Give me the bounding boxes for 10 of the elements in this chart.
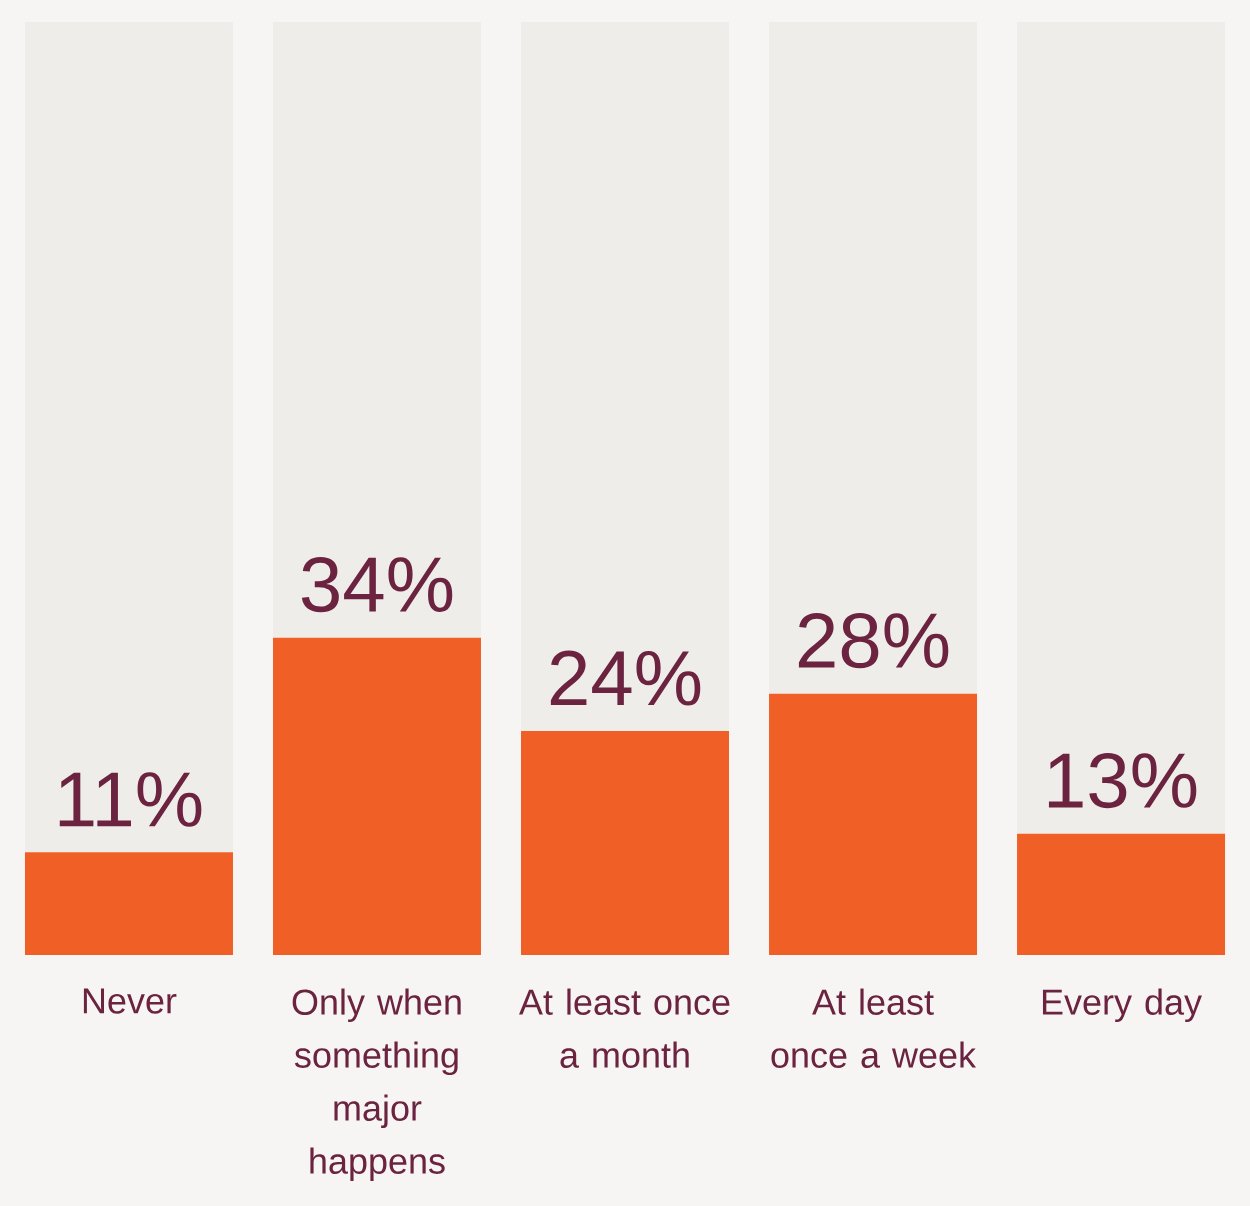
x-tick-label: Only when something major happens — [292, 988, 461, 1182]
x-tick-label: Never — [83, 988, 177, 1014]
data-label: 34% — [301, 557, 453, 613]
data-label: 13% — [1048, 752, 1197, 809]
x-tick-label: At least once a month — [519, 988, 730, 1068]
data-label: 28% — [798, 613, 949, 669]
x-tick-label: At least once a week — [771, 988, 977, 1068]
data-label: 24% — [550, 650, 701, 706]
x-tick-label: Every day — [1042, 988, 1202, 1023]
data-label: 11% — [59, 772, 202, 827]
